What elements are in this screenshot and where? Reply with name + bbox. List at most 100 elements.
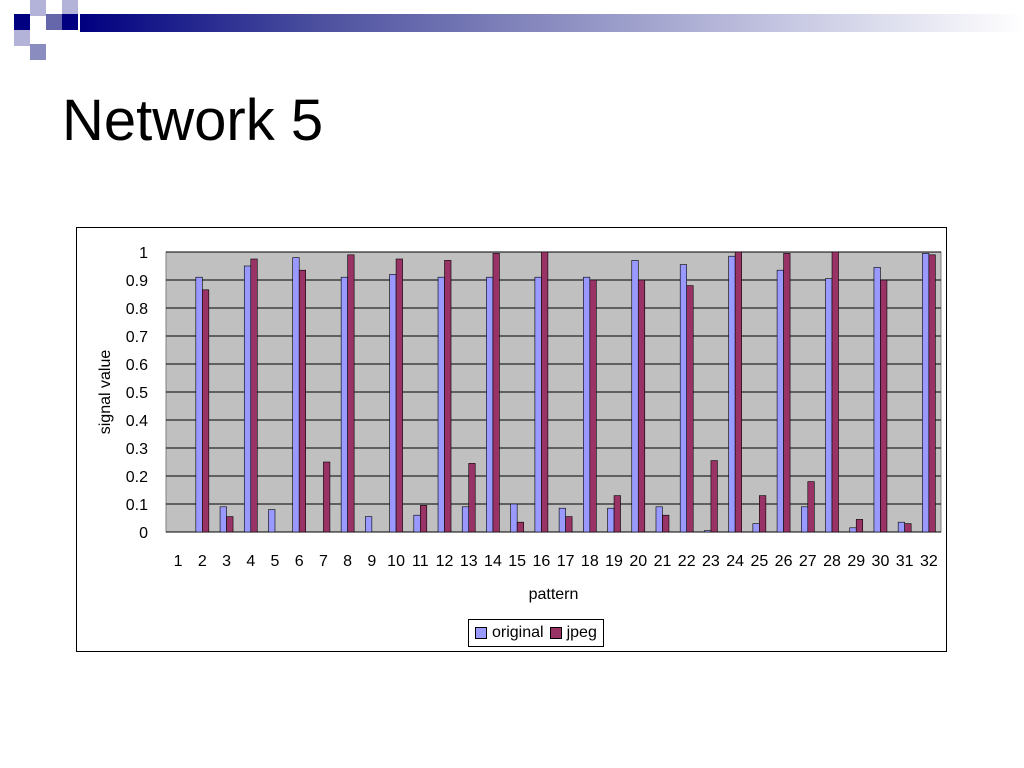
bar-jpeg-8	[347, 254, 355, 533]
bar-original-11	[413, 514, 421, 533]
bar-jpeg-21	[662, 514, 670, 533]
bar-jpeg-26	[783, 253, 791, 533]
bar-original-27	[800, 506, 809, 533]
bar-original-17	[558, 507, 566, 533]
slide-title: Network 5	[62, 88, 324, 153]
legend-swatch-original	[475, 627, 487, 639]
bar-jpeg-12	[444, 260, 452, 533]
x-tick-label: 32	[920, 553, 938, 570]
x-tick-label: 1	[174, 553, 183, 570]
bar-original-24	[728, 255, 736, 533]
bar-jpeg-11	[419, 505, 428, 533]
bar-original-31	[897, 521, 905, 533]
x-tick-label: 3	[222, 553, 231, 570]
bar-original-30	[873, 267, 881, 533]
bar-original-16	[534, 276, 542, 533]
x-tick-label: 7	[319, 553, 328, 570]
x-tick-label: 27	[799, 553, 817, 570]
bar-original-25	[752, 523, 760, 533]
x-tick-label: 28	[823, 553, 841, 570]
bar-jpeg-25	[759, 495, 767, 533]
bar-jpeg-14	[492, 253, 500, 533]
bar-original-26	[776, 269, 784, 533]
bar-jpeg-17	[565, 516, 573, 533]
bar-original-15	[510, 503, 518, 533]
legend-label-original: original	[492, 624, 544, 641]
bar-jpeg-15	[516, 521, 524, 533]
bar-original-21	[655, 506, 663, 533]
x-tick-label: 2	[198, 553, 207, 570]
header-deco-square-dark-2	[62, 14, 78, 30]
y-tick-label: 0.1	[126, 497, 148, 514]
x-tick-label: 22	[678, 553, 696, 570]
x-tick-label: 10	[387, 553, 405, 570]
bar-jpeg-23	[710, 460, 718, 533]
bar-jpeg-32	[928, 254, 936, 533]
y-tick-label: 0	[139, 525, 148, 542]
bar-original-22	[679, 264, 688, 533]
header-deco-square-light-3	[14, 30, 30, 46]
bar-original-13	[461, 506, 470, 533]
bar-original-12	[437, 276, 445, 533]
x-tick-label: 18	[581, 553, 599, 570]
bar-jpeg-4	[250, 258, 258, 533]
y-tick-label: 0.6	[126, 357, 148, 374]
bar-jpeg-19	[613, 495, 621, 533]
bar-original-32	[922, 253, 930, 533]
y-tick-label: 1	[139, 245, 148, 262]
x-tick-label: 17	[557, 553, 575, 570]
bar-original-29	[849, 527, 857, 533]
bar-jpeg-6	[298, 269, 306, 533]
x-tick-label: 20	[629, 553, 647, 570]
bar-original-28	[825, 278, 833, 533]
bar-original-5	[268, 509, 276, 533]
bar-jpeg-2	[202, 289, 210, 533]
y-axis-label: signal value	[97, 350, 114, 435]
bar-original-3	[219, 506, 227, 533]
bar-original-8	[340, 276, 348, 533]
header-deco-square-mid	[46, 14, 62, 30]
chart-legend: original jpeg	[468, 619, 604, 647]
x-tick-label: 29	[847, 553, 865, 570]
legend-label-jpeg: jpeg	[566, 624, 597, 641]
x-tick-label: 11	[412, 553, 429, 570]
x-tick-label: 9	[367, 553, 376, 570]
bar-jpeg-16	[541, 251, 549, 533]
x-tick-label: 15	[508, 553, 526, 570]
bars	[195, 251, 936, 533]
x-tick-label: 31	[896, 553, 914, 570]
bar-original-18	[583, 276, 591, 533]
x-tick-label: 23	[702, 553, 720, 570]
legend-item-original: original	[475, 624, 544, 642]
x-tick-label: 25	[750, 553, 768, 570]
bar-jpeg-20	[637, 279, 646, 533]
bar-jpeg-3	[226, 516, 234, 533]
x-tick-label: 5	[271, 553, 280, 570]
bar-jpeg-22	[686, 285, 694, 533]
y-tick-label: 0.7	[126, 329, 148, 346]
bar-jpeg-30	[880, 279, 888, 533]
bar-original-4	[243, 265, 252, 533]
y-tick-label: 0.9	[126, 273, 148, 290]
x-tick-label: 26	[775, 553, 793, 570]
bar-original-10	[389, 274, 397, 533]
y-tick-label: 0.8	[126, 301, 148, 318]
x-tick-label: 8	[343, 553, 352, 570]
bar-jpeg-27	[807, 481, 815, 533]
bar-jpeg-29	[855, 519, 864, 533]
y-tick-label: 0.3	[126, 441, 148, 458]
bar-original-20	[631, 260, 639, 533]
legend-swatch-jpeg	[549, 627, 562, 639]
y-tick-label: 0.5	[126, 385, 148, 402]
legend-item-jpeg: jpeg	[549, 624, 597, 642]
x-tick-labels: 1 2 3 4 5 6 7 8 9 10 11 12 13 14 15 16 17 18 19 20 21 22 23 24 2…	[174, 553, 938, 570]
bar-jpeg-24	[734, 251, 742, 533]
header-deco-square-light-2	[62, 0, 78, 16]
y-tick-label: 0.4	[126, 413, 148, 430]
bar-jpeg-7	[323, 461, 331, 533]
bar-original-23	[704, 530, 712, 533]
x-tick-label: 6	[295, 553, 304, 570]
header-deco-square-dark	[14, 14, 30, 30]
